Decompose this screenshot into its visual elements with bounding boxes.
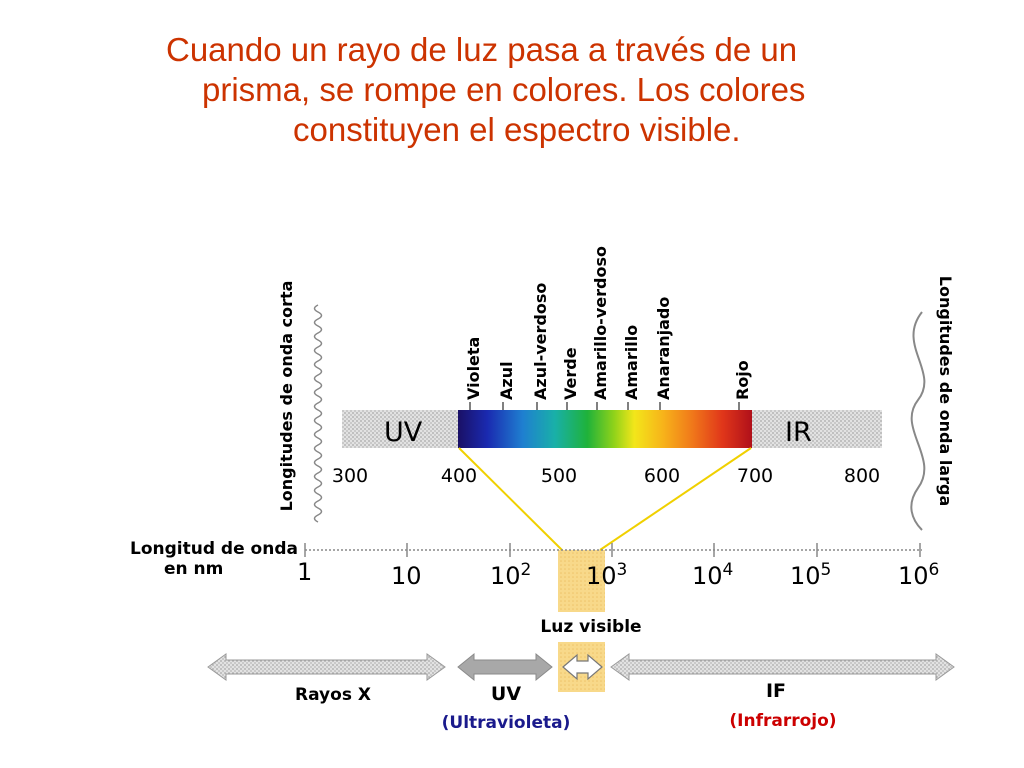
label-azul-verdoso: Azul-verdoso bbox=[531, 283, 550, 400]
visible-light-box bbox=[558, 550, 605, 612]
scale-tick-10-4: 104 bbox=[692, 560, 733, 590]
nm-tick-500: 500 bbox=[541, 465, 577, 487]
axis-label-line1: Longitud de onda bbox=[130, 539, 298, 559]
scale-tick-1: 1 bbox=[297, 558, 312, 586]
ir-full-label: (Infrarrojo) bbox=[729, 711, 836, 731]
xray-band-arrow bbox=[207, 653, 446, 681]
label-rojo: Rojo bbox=[733, 360, 752, 400]
long-wave-label: Longitudes de onda larga bbox=[936, 276, 955, 506]
label-violeta: Violeta bbox=[464, 337, 483, 400]
nm-tick-700: 700 bbox=[737, 465, 773, 487]
color-label-ticks bbox=[469, 402, 740, 410]
title-line-1: Cuando un rayo de luz pasa a través de u… bbox=[166, 31, 798, 68]
label-amarillo-verdoso: Amarillo-verdoso bbox=[591, 246, 610, 400]
scale-tick-10-6: 106 bbox=[898, 560, 939, 590]
short-wave-label: Longitudes de onda corta bbox=[277, 281, 296, 512]
visible-spectrum-bar bbox=[458, 410, 752, 448]
long-wave-squiggle bbox=[910, 311, 926, 531]
slide-title: Cuando un rayo de luz pasa a través de u… bbox=[150, 30, 950, 150]
short-wave-squiggle bbox=[313, 304, 323, 523]
title-line-2: prisma, se rompe en colores. Los colores bbox=[202, 71, 806, 108]
visible-connector-lines bbox=[458, 447, 752, 551]
uv-full-label: (Ultravioleta) bbox=[442, 713, 571, 733]
scale-tick-10-2: 102 bbox=[490, 560, 531, 590]
uv-region bbox=[342, 410, 460, 448]
wavelength-axis bbox=[304, 543, 922, 557]
title-line-3: constituyen el espectro visible. bbox=[293, 111, 741, 148]
ir-label: IF bbox=[766, 680, 786, 702]
ir-band-arrow bbox=[610, 653, 955, 681]
ir-region bbox=[752, 410, 882, 448]
scale-tick-10-3: 103 bbox=[586, 560, 627, 590]
scale-tick-10: 10 bbox=[391, 562, 422, 590]
nm-tick-600: 600 bbox=[644, 465, 680, 487]
axis-label-line2: en nm bbox=[164, 559, 223, 579]
visible-light-label: Luz visible bbox=[540, 617, 641, 637]
label-verde: Verde bbox=[561, 347, 580, 400]
visible-band-arrow bbox=[562, 653, 603, 681]
uv-band-arrow bbox=[457, 652, 553, 682]
nm-tick-300: 300 bbox=[332, 465, 368, 487]
uv-band-label: UV bbox=[384, 417, 423, 448]
ir-band-label: IR bbox=[785, 417, 812, 448]
nm-tick-800: 800 bbox=[844, 465, 880, 487]
label-amarillo: Amarillo bbox=[622, 325, 641, 400]
label-azul: Azul bbox=[497, 361, 516, 400]
nm-tick-400: 400 bbox=[441, 465, 477, 487]
uv-label: UV bbox=[491, 683, 521, 705]
label-anaranjado: Anaranjado bbox=[654, 297, 673, 400]
xray-label: Rayos X bbox=[295, 685, 371, 705]
scale-tick-10-5: 105 bbox=[790, 560, 831, 590]
